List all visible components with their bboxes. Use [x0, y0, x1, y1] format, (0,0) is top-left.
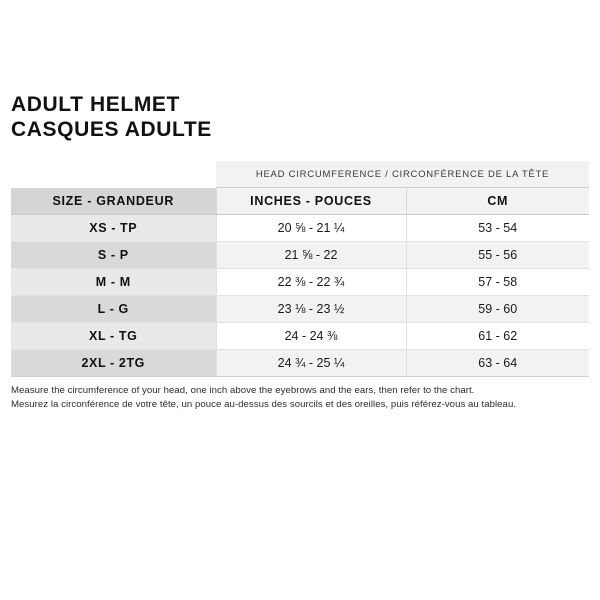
- table-row: S - P 21 ⅝ - 22 55 - 56: [11, 241, 589, 269]
- table-row: 2XL - 2TG 24 ¾ - 25 ¼ 63 - 64: [11, 349, 589, 377]
- cell-size: XL - TG: [11, 322, 216, 350]
- cell-size: 2XL - 2TG: [11, 349, 216, 377]
- column-header-size: SIZE - GRANDEUR: [11, 187, 216, 215]
- cell-size: L - G: [11, 295, 216, 323]
- cell-inches: 21 ⅝ - 22: [215, 241, 406, 269]
- cell-inches: 20 ⅝ - 21 ¼: [215, 214, 406, 242]
- measurement-instructions: Measure the circumference of your head, …: [11, 384, 589, 411]
- head-circumference-group-header: HEAD CIRCUMFERENCE / CIRCONFÉRENCE DE LA…: [216, 161, 589, 188]
- cell-cm: 61 - 62: [405, 322, 589, 350]
- title-line-english: ADULT HELMET: [11, 93, 180, 116]
- column-header-inches: INCHES - POUCES: [215, 187, 406, 215]
- cell-size: XS - TP: [11, 214, 216, 242]
- page-title: ADULT HELMET CASQUES ADULTE: [11, 0, 589, 142]
- cell-size: S - P: [11, 241, 216, 269]
- cell-cm: 55 - 56: [405, 241, 589, 269]
- footnote-line-english: Measure the circumference of your head, …: [11, 385, 475, 396]
- cell-cm: 53 - 54: [405, 214, 589, 242]
- cell-inches: 23 ⅛ - 23 ½: [215, 295, 406, 323]
- table-group-header-row: HEAD CIRCUMFERENCE / CIRCONFÉRENCE DE LA…: [11, 161, 589, 188]
- cell-size: M - M: [11, 268, 216, 296]
- corner-blank-cell: [11, 161, 216, 188]
- cell-inches: 22 ⅜ - 22 ¾: [215, 268, 406, 296]
- footnote-line-french: Mesurez la circonférence de votre tête, …: [11, 398, 517, 410]
- size-chart-table: HEAD CIRCUMFERENCE / CIRCONFÉRENCE DE LA…: [11, 161, 589, 377]
- cell-inches: 24 ¾ - 25 ¼: [215, 349, 406, 377]
- cell-cm: 63 - 64: [405, 349, 589, 377]
- cell-cm: 59 - 60: [405, 295, 589, 323]
- table-row: XS - TP 20 ⅝ - 21 ¼ 53 - 54: [11, 214, 589, 242]
- table-row: XL - TG 24 - 24 ⅜ 61 - 62: [11, 322, 589, 350]
- table-header-row: SIZE - GRANDEUR INCHES - POUCES CM: [11, 187, 589, 215]
- cell-cm: 57 - 58: [405, 268, 589, 296]
- table-row: M - M 22 ⅜ - 22 ¾ 57 - 58: [11, 268, 589, 296]
- table-row: L - G 23 ⅛ - 23 ½ 59 - 60: [11, 295, 589, 323]
- title-line-french: CASQUES ADULTE: [11, 118, 212, 141]
- cell-inches: 24 - 24 ⅜: [215, 322, 406, 350]
- column-header-cm: CM: [405, 187, 589, 215]
